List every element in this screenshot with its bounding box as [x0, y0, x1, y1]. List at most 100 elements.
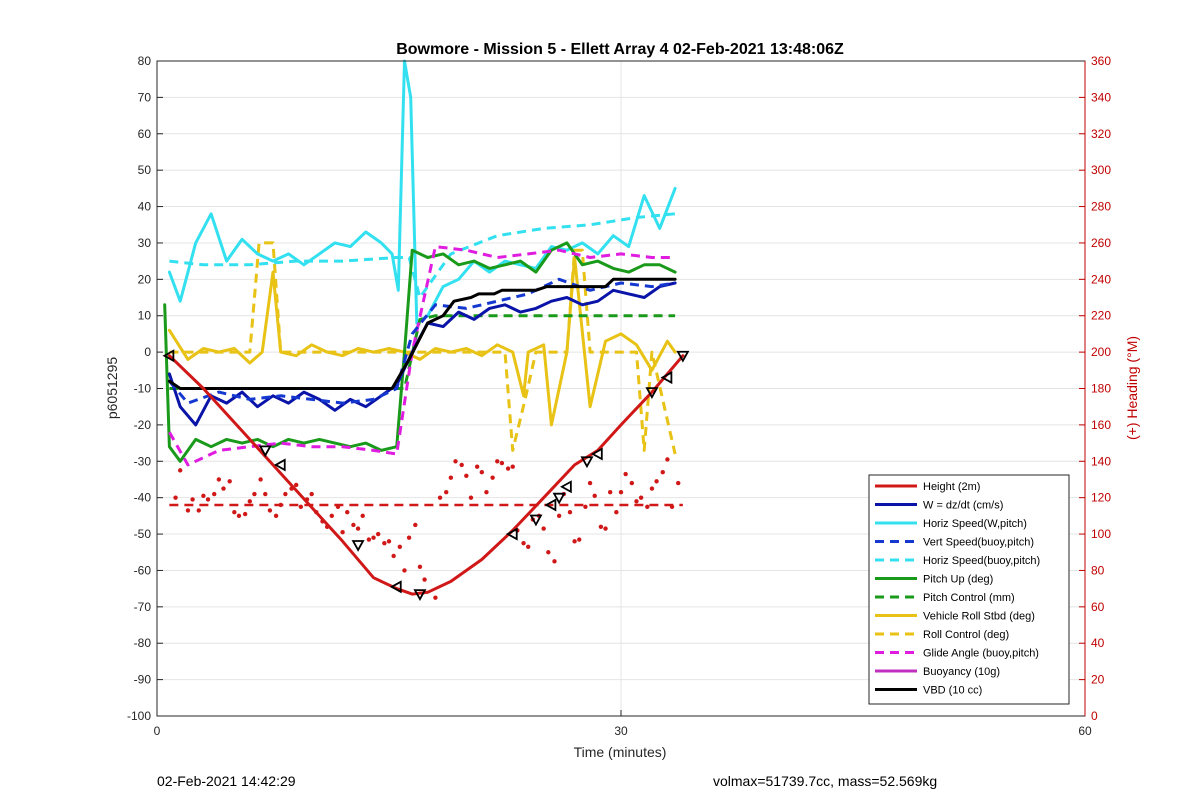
series-line-w-dz-dt-cm-s [167, 281, 677, 427]
heading-point [669, 504, 675, 509]
heading-point [541, 526, 546, 531]
heading-point [355, 526, 361, 531]
chart-title: Bowmore - Mission 5 - Ellett Array 4 02-… [396, 41, 844, 58]
heading-point [413, 522, 418, 528]
turn-marker [273, 458, 286, 472]
heading-point [263, 491, 268, 497]
heading-point [618, 490, 624, 495]
y-tick-label: -30 [134, 454, 152, 468]
heading-point [526, 544, 531, 549]
heading-point [267, 508, 273, 513]
turn-marker [645, 387, 659, 399]
turn-marker [544, 498, 557, 512]
x-axis-label: Time (minutes) [574, 744, 667, 760]
legend-label: Horiz Speed(W,pitch) [923, 518, 1027, 530]
heading-point [283, 491, 288, 497]
turn-marker [389, 580, 402, 594]
heading-point [479, 469, 484, 475]
series-line-vbd-10-cc [167, 277, 677, 390]
heading-point [345, 510, 350, 515]
heading-point [190, 497, 195, 502]
right-tick-label: 340 [1091, 90, 1111, 104]
heading-point [371, 535, 376, 540]
x-axis-ticks: 0 30 60 [154, 710, 1092, 738]
heading-point [577, 537, 582, 542]
heading-point [660, 469, 665, 475]
heading-point [645, 504, 650, 509]
heading-point [402, 568, 407, 573]
y-tick-label: 80 [138, 54, 152, 68]
legend-label: Height (2m) [923, 481, 980, 493]
turn-marker [505, 527, 518, 541]
right-tick-label: 60 [1091, 600, 1105, 614]
heading-point [453, 459, 458, 464]
heading-point [309, 491, 314, 497]
footer-timestamp: 02-Feb-2021 14:42:29 [157, 773, 296, 789]
y-tick-label: -60 [134, 563, 152, 577]
heading-point [629, 480, 635, 486]
heading-point [603, 526, 608, 531]
heading-point [258, 477, 263, 482]
right-tick-label: 100 [1091, 527, 1111, 541]
turn-marker [580, 456, 594, 469]
heading-point [329, 513, 334, 519]
y-tick-label: 20 [138, 272, 152, 286]
footer-stats: volmax=51739.7cc, mass=52.569kg [713, 773, 938, 789]
heading-point [294, 482, 299, 488]
heading-point [386, 539, 392, 544]
y-tick-label: 30 [138, 236, 152, 250]
right-tick-label: 80 [1091, 563, 1105, 577]
heading-point [351, 522, 356, 528]
heading-point [247, 499, 252, 504]
heading-point [505, 466, 511, 471]
heading-point [232, 510, 237, 515]
y-tick-label: -70 [134, 600, 152, 614]
heading-point [598, 524, 604, 529]
plot-area [162, 59, 690, 601]
turn-marker [351, 540, 365, 552]
right-tick-label: 160 [1091, 418, 1111, 432]
heading-point [583, 504, 588, 509]
legend-label: Glide Angle (buoy,pitch) [923, 648, 1039, 660]
series-line-height-2m [167, 354, 685, 596]
series-line-horiz-speed-w-pitch [167, 59, 677, 325]
heading-point [572, 539, 577, 544]
heading-point [592, 493, 597, 499]
heading-point [212, 491, 217, 497]
right-tick-label: 220 [1091, 309, 1111, 323]
legend-label: Pitch Up (deg) [923, 574, 993, 586]
y-tick-label: -80 [134, 636, 152, 650]
heading-point [417, 564, 423, 570]
heading-point [638, 495, 644, 500]
heading-point [665, 457, 670, 462]
y-tick-label: 50 [138, 163, 152, 177]
y-tick-label: 10 [138, 309, 152, 323]
heading-point [173, 495, 178, 500]
heading-point [242, 511, 248, 517]
right-tick-label: 240 [1091, 272, 1111, 286]
legend-label: Vert Speed(buoy,pitch) [923, 537, 1034, 549]
y-tick-label: 40 [138, 200, 152, 214]
left-axis-ticks: -100-90-80-70-60-50-40-30-20-10010203040… [127, 54, 163, 723]
legend-label: Buoyancy (10g) [923, 666, 1000, 678]
y-tick-label: 70 [138, 90, 152, 104]
heading-point [252, 491, 257, 497]
heading-point [464, 473, 469, 479]
heading-point [676, 480, 681, 486]
y-tick-label: -10 [134, 382, 152, 396]
right-tick-label: 40 [1091, 636, 1105, 650]
heading-point [335, 504, 341, 509]
heading-point [196, 508, 201, 513]
heading-point [607, 490, 613, 495]
right-tick-label: 140 [1091, 454, 1111, 468]
heading-point [201, 493, 206, 499]
heading-point [406, 535, 412, 540]
heading-point [556, 513, 562, 519]
right-tick-label: 180 [1091, 382, 1111, 396]
right-tick-label: 20 [1091, 673, 1105, 687]
heading-point [178, 468, 183, 473]
turn-marker [676, 350, 690, 363]
x-tick-label: 0 [154, 724, 161, 738]
heading-point [623, 471, 628, 477]
